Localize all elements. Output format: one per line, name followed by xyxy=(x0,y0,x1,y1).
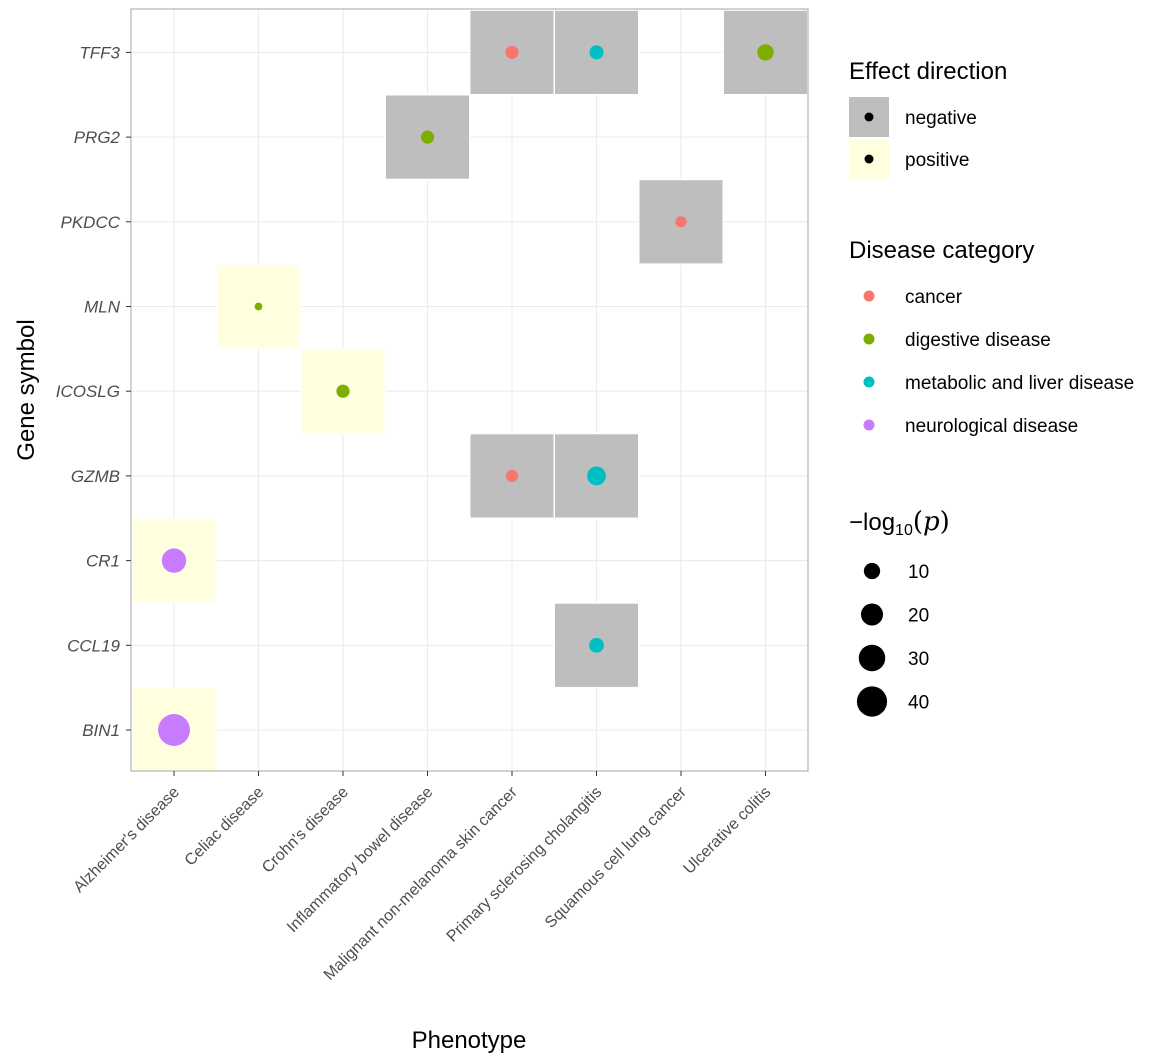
point-CR1-0 xyxy=(161,548,187,573)
legend-key-dot xyxy=(864,154,874,164)
legend-label-digestive-disease: digestive disease xyxy=(905,330,1051,351)
legend-size-key-20 xyxy=(860,603,884,626)
legend-size-label-10: 10 xyxy=(908,562,929,583)
y-tick-label-TFF3: TFF3 xyxy=(79,43,120,62)
point-CCL19-5 xyxy=(589,637,604,653)
x-tick-label-1: Celiac disease xyxy=(182,784,268,870)
point-ICOSLG-2 xyxy=(336,384,350,398)
axis-ticks xyxy=(126,51,766,776)
point-GZMB-5 xyxy=(587,466,606,486)
panel-border xyxy=(130,8,809,772)
tile-GZMB-4 xyxy=(469,432,555,519)
point-TFF3-7 xyxy=(757,44,774,61)
y-tick-label-ICOSLG: ICOSLG xyxy=(56,382,120,401)
y-tick-label-BIN1: BIN1 xyxy=(82,721,120,740)
point-PRG2-3 xyxy=(420,130,435,144)
y-tick-label-GZMB: GZMB xyxy=(71,467,120,486)
legend-size-title: −log10(p) xyxy=(849,507,950,539)
point-BIN1-0 xyxy=(158,714,190,746)
x-tick-label-7: Ulcerative colitis xyxy=(681,784,775,878)
legend-key-digestive-disease xyxy=(863,333,875,345)
x-tick-label-5: Primary sclerosing cholangitis xyxy=(444,784,606,946)
legend-size-label-30: 30 xyxy=(908,649,929,670)
legend-label-negative: negative xyxy=(905,108,977,129)
legend-size-title-var: p xyxy=(923,507,940,537)
x-tick-label-0: Alzheimer's disease xyxy=(71,784,183,896)
legend-size-key-30 xyxy=(858,644,886,672)
point-GZMB-4 xyxy=(505,469,519,483)
legend-label-metabolic-and-liver-disease: metabolic and liver disease xyxy=(905,373,1134,394)
legend-size-label-20: 20 xyxy=(908,606,929,627)
y-tick-label-MLN: MLN xyxy=(84,298,121,317)
legend-label-neurological-disease: neurological disease xyxy=(905,416,1078,437)
legend-size-key-10 xyxy=(863,562,881,580)
legend-size-label-40: 40 xyxy=(908,693,929,714)
legend-size-key-40 xyxy=(856,686,888,717)
point-TFF3-4 xyxy=(505,45,519,59)
point-PKDCC-6 xyxy=(675,216,687,228)
legend-size-title-minus: − xyxy=(849,509,863,536)
x-tick-label-2: Crohn's disease xyxy=(259,784,352,877)
legend-disease-category-title: Disease category xyxy=(849,237,1034,264)
legend-label-positive: positive xyxy=(905,150,969,171)
y-axis-title: Gene symbol xyxy=(13,319,40,460)
y-tick-label-PKDCC: PKDCC xyxy=(60,213,120,232)
y-tick-label-PRG2: PRG2 xyxy=(74,128,121,147)
legend-size-title-sub: 10 xyxy=(895,522,913,539)
legend-size: −log10(p) 10 20 30 40 xyxy=(849,507,950,717)
point-TFF3-5 xyxy=(589,45,604,60)
x-axis-title: Phenotype xyxy=(412,1027,527,1054)
legend-label-cancer: cancer xyxy=(905,287,963,308)
legend-key-cancer xyxy=(863,290,875,302)
point-MLN-1 xyxy=(254,302,263,311)
legend-effect-direction-title: Effect direction xyxy=(849,58,1007,85)
x-tick-label-4: Malignant non-melanoma skin cancer xyxy=(321,783,522,984)
x-tick-label-6: Squamous cell lung cancer xyxy=(542,783,690,931)
legend-key-metabolic-and-liver-disease xyxy=(863,376,875,388)
y-tick-labels: BIN1 CCL19 CR1 GZMB ICOSLG MLN PKDCC PRG2 TFF3 xyxy=(56,43,121,740)
y-tick-label-CCL19: CCL19 xyxy=(67,636,120,655)
points xyxy=(158,44,774,746)
legend-size-title-log: log xyxy=(863,509,895,536)
y-tick-label-CR1: CR1 xyxy=(86,552,120,571)
legend-disease-category: Disease category cancer digestive disease… xyxy=(849,237,1134,437)
legend-key-dot xyxy=(864,112,874,122)
x-tick-label-3: Inflammatory bowel disease xyxy=(284,784,436,936)
legend-key-neurological-disease xyxy=(863,419,875,431)
legend-effect-direction: Effect direction negative positive xyxy=(849,58,1007,179)
